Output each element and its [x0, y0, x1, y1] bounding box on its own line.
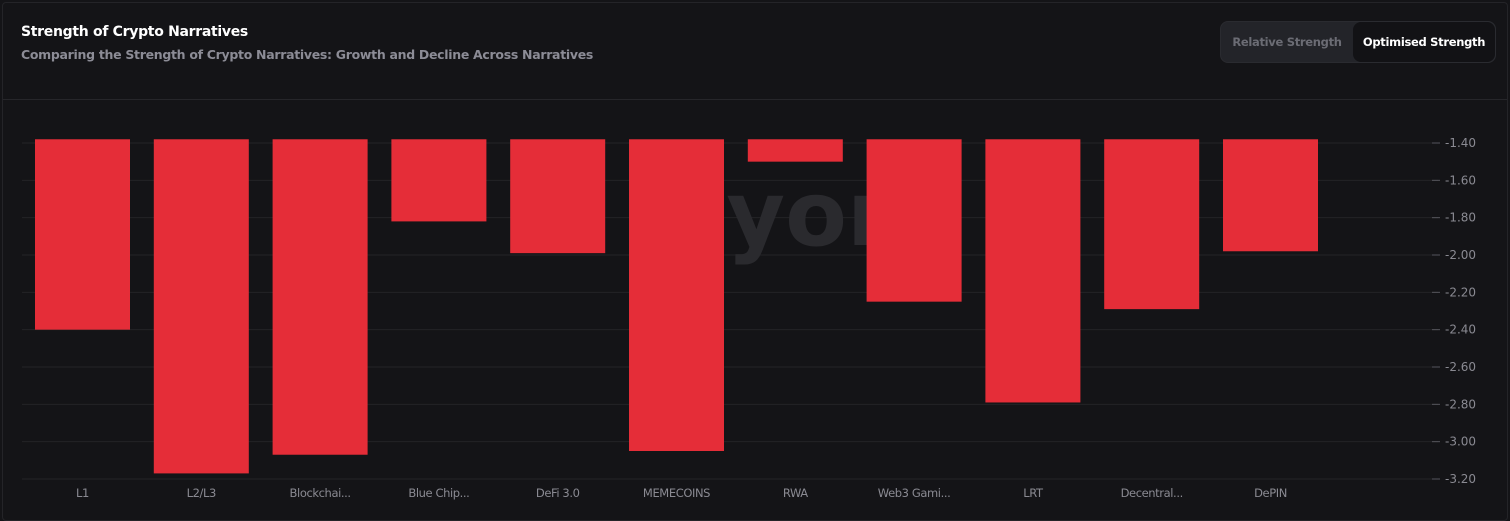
strength-mode-toggle: Relative Strength Optimised Strength: [1220, 21, 1496, 63]
bar-memecoins[interactable]: [629, 139, 724, 451]
y-tick-label: -1.80: [1445, 211, 1476, 225]
header-divider: [3, 99, 1507, 100]
bar-defi-3-0[interactable]: [510, 139, 606, 254]
x-tick-label: Blockchai...: [290, 486, 351, 500]
bar-rwa[interactable]: [747, 139, 843, 162]
chart-subtitle: Comparing the Strength of Crypto Narrati…: [21, 47, 594, 62]
bar-web3-gami-[interactable]: [866, 139, 962, 302]
x-tick-label: Web3 Gami...: [878, 486, 951, 500]
x-tick-label: L1: [76, 486, 89, 500]
bar-depin[interactable]: [1223, 139, 1318, 252]
chart-title: Strength of Crypto Narratives: [21, 24, 248, 40]
x-tick-label: LRT: [1023, 486, 1044, 500]
y-tick-label: -2.80: [1445, 397, 1476, 411]
x-tick-label: DePIN: [1254, 486, 1287, 500]
x-tick-label: L2/L3: [187, 486, 216, 500]
y-tick-label: -3.20: [1445, 472, 1476, 486]
x-tick-label: RWA: [783, 486, 808, 500]
bar-l2-l3[interactable]: [153, 139, 249, 474]
y-tick-label: -3.00: [1445, 435, 1476, 449]
bar-decentral-[interactable]: [1104, 139, 1200, 310]
y-tick-label: -2.60: [1445, 360, 1476, 374]
x-tick-label: MEMECOINS: [643, 486, 710, 500]
y-tick-label: -2.20: [1445, 285, 1476, 299]
y-tick-label: -2.00: [1445, 248, 1476, 262]
bar-lrt[interactable]: [985, 139, 1081, 403]
x-tick-label: Blue Chip...: [408, 486, 469, 500]
bar-blue-chip-[interactable]: [391, 139, 487, 222]
optimised-strength-button[interactable]: Optimised Strength: [1353, 22, 1495, 62]
x-tick-label: DeFi 3.0: [536, 486, 580, 500]
y-tick-label: -2.40: [1445, 323, 1476, 337]
relative-strength-button[interactable]: Relative Strength: [1232, 35, 1342, 49]
x-tick-label: Decentral...: [1121, 486, 1183, 500]
bar-blockchai-[interactable]: [272, 139, 368, 455]
bar-l1[interactable]: [35, 139, 130, 330]
y-tick-label: -1.40: [1445, 136, 1476, 150]
y-tick-label: -1.60: [1445, 173, 1476, 187]
